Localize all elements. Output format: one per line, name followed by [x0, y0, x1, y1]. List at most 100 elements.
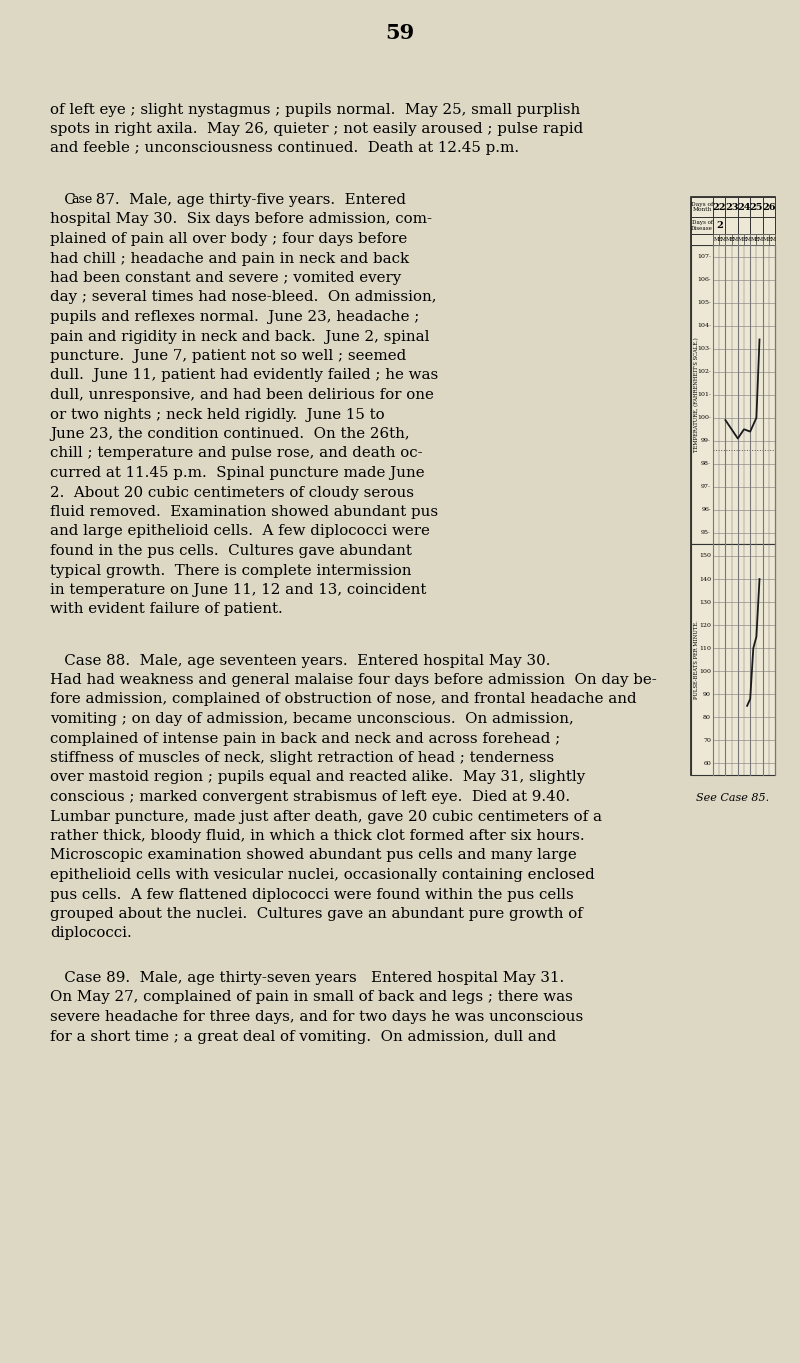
- Text: June 23, the condition continued.  On the 26th,: June 23, the condition continued. On the…: [50, 427, 410, 442]
- Text: See Case 85.: See Case 85.: [697, 793, 770, 803]
- Text: 60: 60: [703, 761, 711, 766]
- Text: 104·: 104·: [697, 323, 711, 328]
- Text: had chill ; headache and pain in neck and back: had chill ; headache and pain in neck an…: [50, 252, 409, 266]
- Bar: [738, 234, 744, 245]
- Text: over mastoid region ; pupils equal and reacted alike.  May 31, slightly: over mastoid region ; pupils equal and r…: [50, 770, 586, 785]
- Bar: [732, 234, 738, 245]
- Text: 99·: 99·: [701, 439, 711, 443]
- Text: 100·: 100·: [697, 416, 711, 420]
- Text: hospital May 30.  Six days before admission, com-: hospital May 30. Six days before admissi…: [50, 213, 432, 226]
- Text: 110: 110: [699, 646, 711, 650]
- Bar: [726, 234, 732, 245]
- Text: rather thick, bloody fluid, in which a thick clot formed after six hours.: rather thick, bloody fluid, in which a t…: [50, 829, 585, 842]
- Bar: [726, 198, 738, 217]
- Text: 22: 22: [713, 203, 726, 211]
- Text: and feeble ; unconsciousness continued.  Death at 12.45 p.m.: and feeble ; unconsciousness continued. …: [50, 140, 519, 155]
- Text: 2: 2: [716, 221, 722, 230]
- Bar: [691, 198, 775, 776]
- Text: or two nights ; neck held rigidly.  June 15 to: or two nights ; neck held rigidly. June …: [50, 408, 385, 421]
- Text: pupils and reflexes normal.  June 23, headache ;: pupils and reflexes normal. June 23, hea…: [50, 309, 419, 324]
- Text: Microscopic examination showed abundant pus cells and many large: Microscopic examination showed abundant …: [50, 849, 577, 863]
- Text: 120: 120: [699, 623, 711, 627]
- Text: M: M: [763, 237, 768, 243]
- Text: 26: 26: [762, 203, 775, 211]
- Text: complained of intense pain in back and neck and across forehead ;: complained of intense pain in back and n…: [50, 732, 560, 746]
- Text: 102·: 102·: [697, 369, 711, 375]
- Text: 105·: 105·: [697, 300, 711, 305]
- Text: day ; several times had nose-bleed.  On admission,: day ; several times had nose-bleed. On a…: [50, 290, 437, 304]
- Text: and large epithelioid cells.  A few diplococci were: and large epithelioid cells. A few diplo…: [50, 525, 430, 538]
- Text: 100: 100: [699, 669, 711, 673]
- Text: spots in right axila.  May 26, quieter ; not easily aroused ; pulse rapid: spots in right axila. May 26, quieter ; …: [50, 123, 583, 136]
- Text: 101·: 101·: [697, 393, 711, 397]
- Bar: [713, 198, 726, 217]
- Text: 80: 80: [703, 714, 711, 720]
- Text: 103·: 103·: [697, 346, 711, 352]
- Bar: [762, 234, 769, 245]
- Text: severe headache for three days, and for two days he was unconscious: severe headache for three days, and for …: [50, 1010, 583, 1024]
- Text: TEMPERATURE, (FAHRENHEIT'S SCALE.): TEMPERATURE, (FAHRENHEIT'S SCALE.): [694, 338, 699, 453]
- Text: Days of
Disease: Days of Disease: [691, 221, 713, 230]
- Text: 140: 140: [699, 577, 711, 582]
- Text: fluid removed.  Examination showed abundant pus: fluid removed. Examination showed abunda…: [50, 506, 438, 519]
- Text: typical growth.  There is complete intermission: typical growth. There is complete interm…: [50, 563, 411, 578]
- Text: dull, unresponsive, and had been delirious for one: dull, unresponsive, and had been delirio…: [50, 388, 434, 402]
- Text: for a short time ; a great deal of vomiting.  On admission, dull and: for a short time ; a great deal of vomit…: [50, 1029, 556, 1044]
- Text: with evident failure of patient.: with evident failure of patient.: [50, 602, 282, 616]
- Text: 130: 130: [699, 600, 711, 605]
- Bar: [750, 234, 757, 245]
- Text: Lumbar puncture, made just after death, gave 20 cubic centimeters of a: Lumbar puncture, made just after death, …: [50, 810, 602, 823]
- Text: PULSE-BEATS PER MINUTE.: PULSE-BEATS PER MINUTE.: [694, 620, 699, 699]
- Text: pain and rigidity in neck and back.  June 2, spinal: pain and rigidity in neck and back. June…: [50, 330, 430, 343]
- Text: EM: EM: [755, 237, 764, 243]
- Text: 70: 70: [703, 737, 711, 743]
- Text: On May 27, complained of pain in small of back and legs ; there was: On May 27, complained of pain in small o…: [50, 991, 573, 1005]
- Text: EM: EM: [718, 237, 727, 243]
- Text: fore admission, complained of obstruction of nose, and frontal headache and: fore admission, complained of obstructio…: [50, 692, 637, 706]
- Bar: [744, 234, 750, 245]
- Text: Days of
Month: Days of Month: [691, 202, 713, 213]
- Text: M: M: [726, 237, 731, 243]
- Text: conscious ; marked convergent strabismus of left eye.  Died at 9.40.: conscious ; marked convergent strabismus…: [50, 791, 570, 804]
- Bar: [691, 198, 713, 217]
- Text: 98·: 98·: [701, 461, 711, 466]
- Text: 107·: 107·: [697, 254, 711, 259]
- Text: 96·: 96·: [701, 507, 711, 512]
- Text: puncture.  June 7, patient not so well ; seemed: puncture. June 7, patient not so well ; …: [50, 349, 406, 363]
- Text: 87.  Male, age thirty-five years.  Entered: 87. Male, age thirty-five years. Entered: [91, 194, 406, 207]
- Bar: [691, 234, 713, 245]
- Bar: [713, 234, 719, 245]
- Text: 97·: 97·: [701, 484, 711, 489]
- Text: chill ; temperature and pulse rose, and death oc-: chill ; temperature and pulse rose, and …: [50, 447, 422, 461]
- Text: 25: 25: [750, 203, 763, 211]
- Bar: [726, 217, 738, 234]
- Text: found in the pus cells.  Cultures gave abundant: found in the pus cells. Cultures gave ab…: [50, 544, 412, 557]
- Text: Case 88.  Male, age seventeen years.  Entered hospital May 30.: Case 88. Male, age seventeen years. Ente…: [50, 653, 550, 668]
- Bar: [769, 234, 775, 245]
- Text: 106·: 106·: [697, 277, 711, 282]
- Text: grouped about the nuclei.  Cultures gave an abundant pure growth of: grouped about the nuclei. Cultures gave …: [50, 906, 583, 921]
- Text: 24: 24: [738, 203, 750, 211]
- Text: had been constant and severe ; vomited every: had been constant and severe ; vomited e…: [50, 271, 402, 285]
- Text: C: C: [50, 194, 76, 207]
- Text: M: M: [714, 237, 718, 243]
- Text: 150: 150: [699, 553, 711, 559]
- Bar: [691, 217, 713, 234]
- Bar: [691, 245, 775, 544]
- Bar: [738, 217, 750, 234]
- Text: epithelioid cells with vesicular nuclei, occasionally containing enclosed: epithelioid cells with vesicular nuclei,…: [50, 868, 594, 882]
- Text: curred at 11.45 p.m.  Spinal puncture made June: curred at 11.45 p.m. Spinal puncture mad…: [50, 466, 425, 480]
- Text: Had had weakness and general malaise four days before admission  On day be-: Had had weakness and general malaise fou…: [50, 673, 657, 687]
- Text: Case 89.  Male, age thirty-seven years   Entered hospital May 31.: Case 89. Male, age thirty-seven years En…: [50, 970, 564, 985]
- Bar: [738, 198, 750, 217]
- Bar: [691, 544, 775, 776]
- Bar: [762, 217, 775, 234]
- Text: diplococci.: diplococci.: [50, 927, 132, 940]
- Bar: [719, 234, 726, 245]
- Text: ase: ase: [71, 194, 92, 206]
- Bar: [762, 198, 775, 217]
- Text: EM: EM: [767, 237, 777, 243]
- Text: plained of pain all over body ; four days before: plained of pain all over body ; four day…: [50, 232, 407, 245]
- Text: pus cells.  A few flattened diplococci were found within the pus cells: pus cells. A few flattened diplococci we…: [50, 887, 574, 901]
- Text: 2.  About 20 cubic centimeters of cloudy serous: 2. About 20 cubic centimeters of cloudy …: [50, 485, 414, 499]
